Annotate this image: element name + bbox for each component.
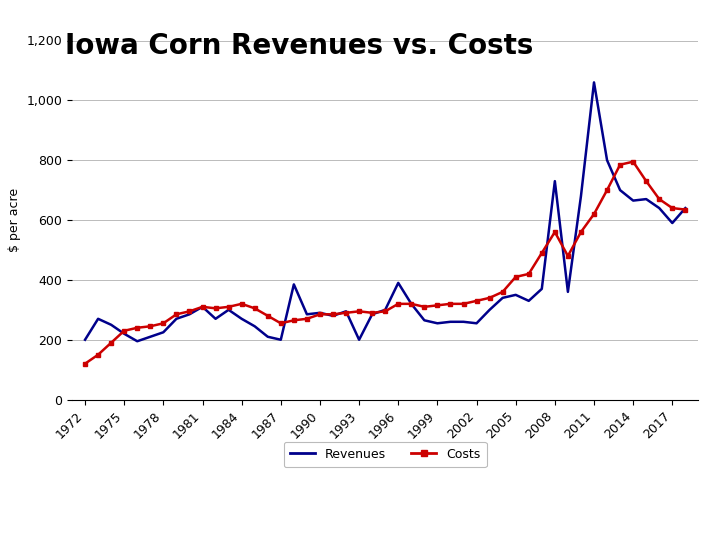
Text: Extension and Outreach/Department of Economics: Extension and Outreach/Department of Eco… — [14, 510, 263, 521]
Legend: Revenues, Costs: Revenues, Costs — [284, 442, 487, 467]
Text: Iowa Corn Revenues vs. Costs: Iowa Corn Revenues vs. Costs — [65, 32, 534, 60]
Y-axis label: $ per acre: $ per acre — [8, 188, 21, 252]
Text: Ag Decision Maker: Ag Decision Maker — [544, 498, 706, 512]
Text: Iowa State University: Iowa State University — [14, 482, 213, 500]
